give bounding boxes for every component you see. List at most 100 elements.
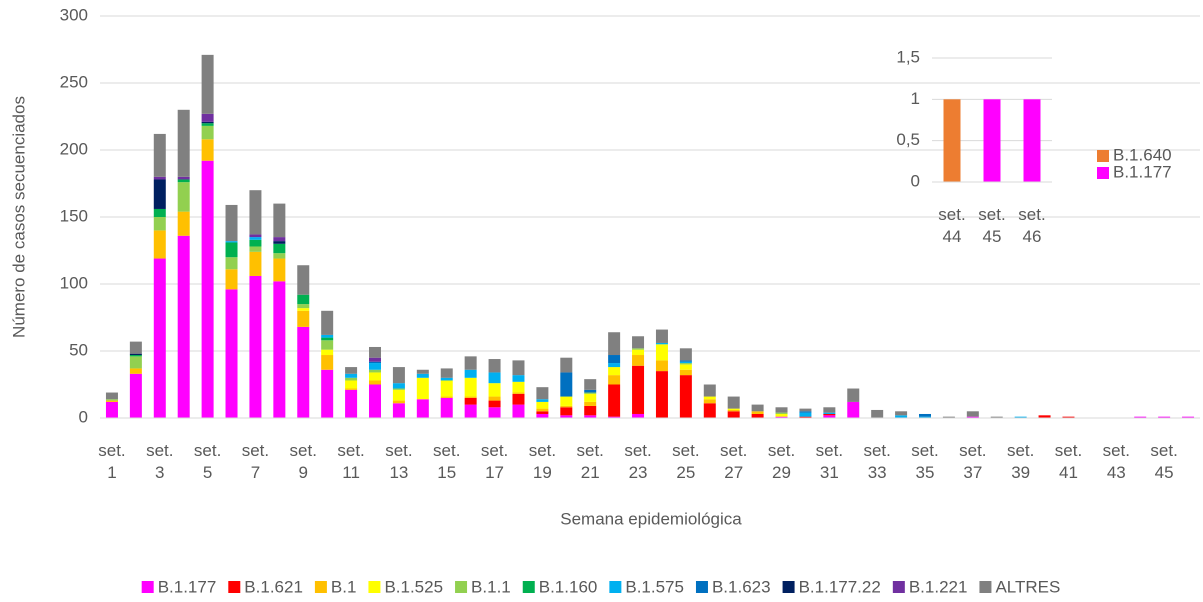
x-tick-label: set. 13 xyxy=(385,441,412,482)
x-tick-label: set. 7 xyxy=(242,441,269,482)
bar-segment xyxy=(177,211,190,236)
bar-segment xyxy=(703,403,716,418)
bar-segment xyxy=(679,364,692,370)
bar-segment xyxy=(273,253,286,259)
x-tick-label: set. 31 xyxy=(816,441,843,482)
bar-segment xyxy=(440,397,453,418)
bar-segment xyxy=(536,399,549,402)
bar-segment xyxy=(321,337,334,341)
bar-segment xyxy=(321,369,334,418)
bar-segment xyxy=(321,334,334,338)
bar-segment xyxy=(129,353,142,356)
bar-segment xyxy=(823,407,836,413)
bar-segment xyxy=(775,416,788,418)
bar-segment xyxy=(105,392,118,400)
bar-segment xyxy=(201,113,214,122)
x-tick-label: set. 15 xyxy=(433,441,460,482)
bar-segment xyxy=(321,310,334,335)
bar-segment xyxy=(321,355,334,370)
bar-segment xyxy=(536,387,549,400)
bar-segment xyxy=(273,258,286,282)
bar-segment xyxy=(655,360,668,372)
x-tick-label: set. 11 xyxy=(337,441,364,482)
x-tick-label: set. 45 xyxy=(1150,441,1177,482)
bar-segment xyxy=(464,404,477,418)
bar-segment xyxy=(416,377,429,400)
y-tick-label: 0,5 xyxy=(896,130,920,149)
bar-segment xyxy=(895,415,908,418)
legend-swatch xyxy=(368,581,381,593)
legend-swatch xyxy=(228,581,241,593)
y-tick-label: 200 xyxy=(60,139,88,158)
bar-segment xyxy=(966,416,979,418)
bar-segment xyxy=(297,310,310,327)
bar-segment xyxy=(440,377,453,381)
bar-segment xyxy=(679,375,692,418)
bar-segment xyxy=(942,416,955,418)
legend-label: B.1.1 xyxy=(471,577,511,596)
bar-segment xyxy=(560,415,573,418)
bar-segment xyxy=(679,361,692,364)
bar-segment xyxy=(297,308,310,311)
bar-segment xyxy=(703,396,716,400)
bar-segment xyxy=(273,243,286,254)
x-tick-label: set. 23 xyxy=(624,441,651,482)
bar-segment xyxy=(751,413,764,418)
bar-segment xyxy=(632,349,645,356)
bar-segment xyxy=(153,208,166,217)
bar-segment xyxy=(369,361,381,364)
legend-swatch xyxy=(1097,167,1109,179)
bar-segment xyxy=(1134,416,1147,418)
bar-segment xyxy=(823,412,836,414)
bar-segment xyxy=(105,399,118,401)
bar-segment xyxy=(273,241,286,244)
legend-label: B.1.621 xyxy=(244,577,303,596)
x-tick-label: set. 45 xyxy=(978,205,1005,246)
bar-segment xyxy=(464,356,477,370)
y-tick-label: 1 xyxy=(911,89,920,108)
x-tick-label: set. 35 xyxy=(911,441,938,482)
bar-segment xyxy=(584,392,597,394)
bar-segment xyxy=(751,411,764,414)
bar-segment xyxy=(464,369,477,378)
bar-segment xyxy=(727,409,740,412)
bar-segment xyxy=(464,396,477,398)
bar-segment xyxy=(584,389,597,393)
bar-segment xyxy=(249,239,262,247)
bar-segment xyxy=(369,363,381,370)
bar-segment xyxy=(584,379,597,390)
x-tick-label: set. 25 xyxy=(672,441,699,482)
bar-segment xyxy=(177,176,190,180)
bar-segment xyxy=(440,368,453,378)
bar-segment xyxy=(799,411,812,413)
bar-segment xyxy=(536,411,549,414)
x-tick-label: set. 21 xyxy=(577,441,604,482)
bar-segment xyxy=(105,400,118,402)
bar-segment xyxy=(488,400,501,408)
bar-segment xyxy=(775,407,788,413)
bar-segment xyxy=(369,369,381,373)
bar-segment xyxy=(488,407,501,418)
bar-segment xyxy=(201,54,214,114)
bar-segment xyxy=(297,304,310,309)
x-tick-label: set. 43 xyxy=(1103,441,1130,482)
bar-segment xyxy=(679,363,692,365)
bar-segment xyxy=(871,409,884,418)
legend-label: B.1.177.22 xyxy=(799,577,881,596)
bar-segment xyxy=(990,416,1003,418)
bar-segment xyxy=(775,413,788,417)
legend-label: ALTRES xyxy=(995,577,1060,596)
bar-segment xyxy=(153,217,166,231)
y-tick-label: 150 xyxy=(60,206,88,225)
bar-segment xyxy=(560,357,573,373)
x-tick-label: set. 9 xyxy=(290,441,317,482)
bar-segment xyxy=(201,160,214,418)
bar-segment xyxy=(512,360,525,376)
legend-label: B.1.177 xyxy=(158,577,217,596)
bar-segment xyxy=(512,393,525,405)
bar-segment xyxy=(249,190,262,235)
y-tick-label: 1,5 xyxy=(896,47,920,66)
bar-segment xyxy=(129,341,142,354)
legend-label: B.1.640 xyxy=(1113,145,1172,164)
x-tick-label: set. 27 xyxy=(720,441,747,482)
